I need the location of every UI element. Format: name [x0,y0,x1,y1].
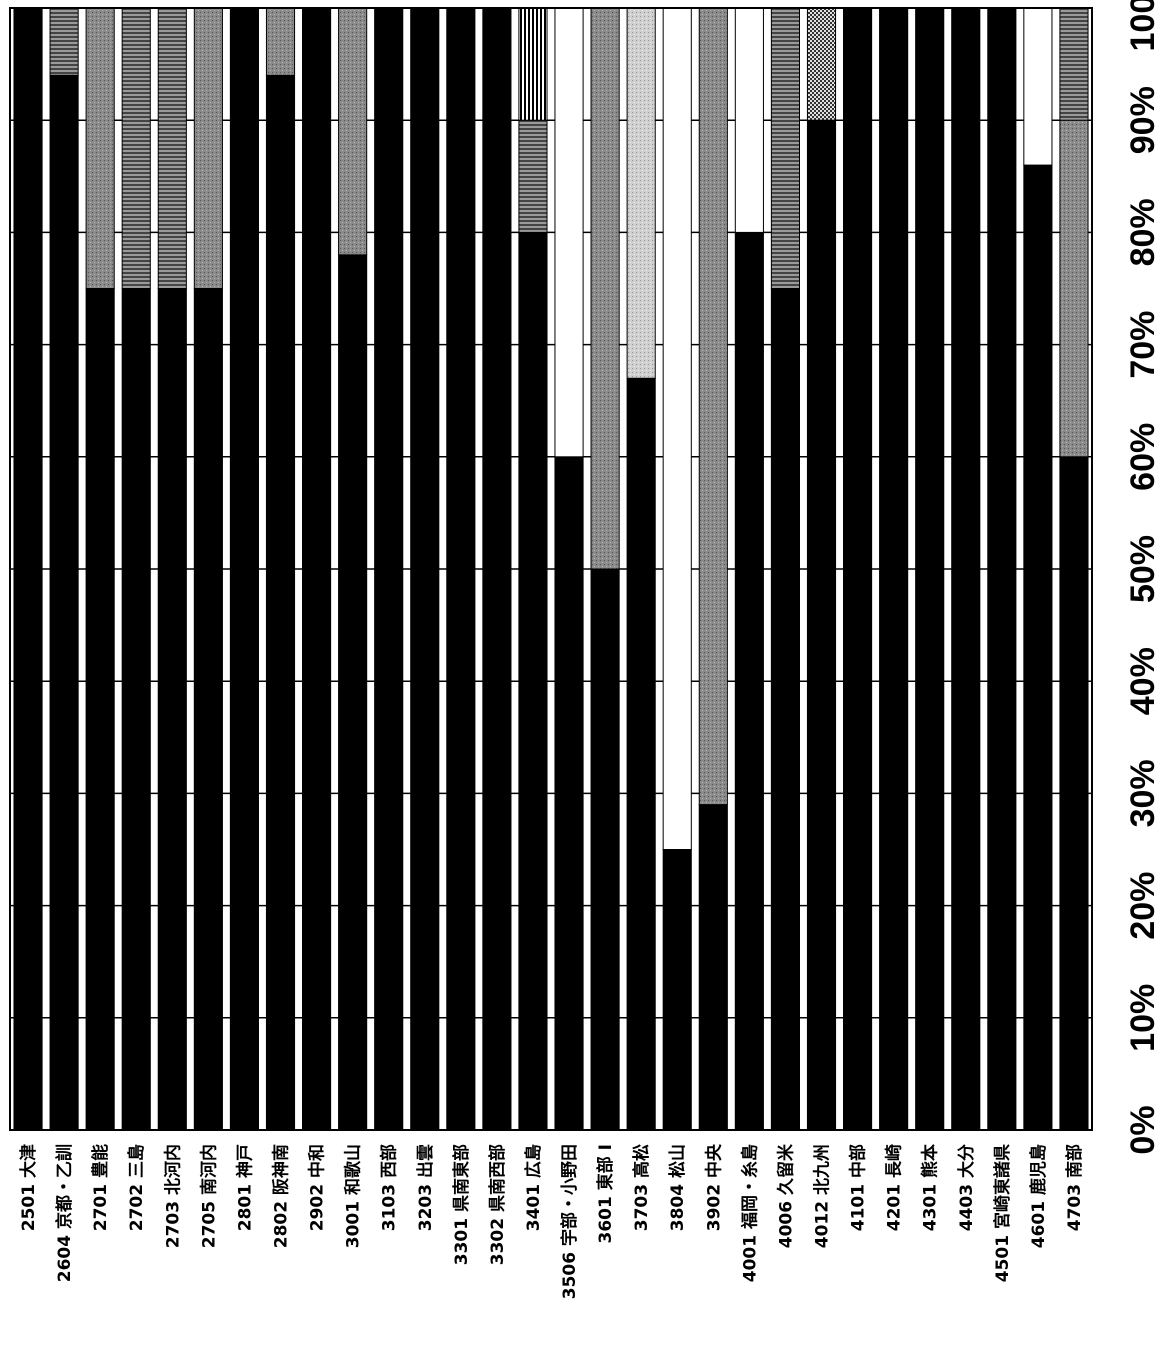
bar-segment [915,7,945,1131]
bar-segment [121,288,151,1131]
bar-segment [662,849,692,1131]
bar-segment [446,7,476,1131]
bar-segment [951,7,981,1131]
bar-segment [1023,164,1053,1131]
bar-segment [806,119,837,1131]
tick-label: 60% [1124,423,1162,491]
tick-label: 50% [1124,535,1162,603]
category-label: 2703 北河内 [162,1144,183,1248]
bar-segment [482,7,512,1131]
tick-label: 10% [1124,984,1162,1052]
bar-segment [13,7,43,1131]
tick-label: 70% [1124,311,1162,379]
category-label: 2705 南河内 [198,1144,219,1248]
bars [13,7,1089,1131]
bar-segment [518,231,548,1131]
bar-segment [410,7,440,1131]
category-label: 4403 大分 [956,1144,977,1231]
bar-segment [85,288,115,1131]
category-label: 4001 福岡・糸島 [739,1144,760,1282]
category-label: 3103 西部 [379,1144,400,1231]
tick-label: 20% [1124,872,1162,940]
tick-label: 30% [1124,759,1162,827]
tick-label: 40% [1124,647,1162,715]
category-label: 2701 豊能 [90,1144,111,1231]
category-label: 4101 中部 [848,1144,869,1231]
category-label: 3301 県南東部 [451,1144,472,1265]
bar-segment [590,568,620,1131]
category-label: 4703 南部 [1064,1144,1085,1231]
bar-segment [374,7,404,1131]
bar-segment [554,456,584,1131]
category-label: 2801 神戸 [234,1144,255,1231]
bar-segment [121,7,151,289]
category-label: 2702 三島 [126,1144,147,1231]
tick-label: 0% [1124,1105,1162,1154]
value-axis-tick-labels: 0% 10% 20% 30% 40% 50% 60% 70% 80% 90% 100% [1124,0,1162,1155]
bar-segment [770,288,800,1131]
bar-segment [1059,119,1089,458]
category-label: 4501 宮崎東諸県 [992,1144,1013,1282]
category-label: 3302 県南西部 [487,1144,508,1265]
bar-segment [157,7,187,289]
category-label: 3203 出雲 [415,1144,436,1231]
bar-segment [265,74,296,1131]
category-label: 4201 長崎 [884,1144,905,1231]
bar-segment [1059,7,1089,121]
bar-segment [879,7,909,1131]
category-label: 2902 中和 [307,1144,328,1231]
bar-segment [338,254,368,1131]
bar-segment [806,7,837,121]
category-label: 3703 高松 [631,1144,652,1231]
bar-segment [626,377,656,1131]
category-label: 3804 松山 [667,1144,688,1231]
bar-segment [626,7,656,379]
category-label: 4601 鹿児島 [1028,1144,1049,1248]
bar-segment [338,7,368,256]
bar-segment [734,7,764,233]
category-label: 3601 東部 I [595,1144,616,1243]
category-label: 3001 和歌山 [343,1144,364,1248]
category-label: 2501 大津 [18,1144,39,1231]
category-label: 3506 宇部・小野田 [559,1144,580,1299]
category-label: 3902 中央 [703,1143,724,1231]
bar-segment [1023,7,1053,166]
category-label: 2802 阪神南 [271,1144,292,1248]
bar-segment [302,7,332,1131]
bar-segment [85,7,115,289]
plot-area-frame [9,7,1093,1131]
category-label: 2604 京都・乙訓 [54,1144,75,1282]
bar-segment [698,7,728,806]
bar-segment [157,288,187,1131]
bar-segment [987,7,1017,1131]
bar-segment [265,7,296,76]
bar-segment [49,74,79,1131]
category-label: 4006 久留米 [775,1143,796,1248]
bar-segment [193,288,223,1131]
bar-segment [554,7,584,458]
bar-segment [229,7,259,1131]
bar-segment [49,7,79,76]
category-label: 3401 広島 [523,1144,544,1231]
bar-segment [843,7,873,1131]
category-labels: 2501 大津 2604 京都・乙訓 2701 豊能 2702 三島 2703 北河内 2… [18,1143,1085,1299]
bar-segment [518,7,548,121]
bar-segment [1059,456,1089,1131]
tick-label: 80% [1124,198,1162,266]
category-label: 4012 北九州 [813,1144,833,1248]
tick-label: 90% [1124,86,1162,154]
bar-segment [734,231,764,1131]
bar-segment [518,119,548,233]
tick-label: 100% [1124,0,1162,51]
bar-segment [698,804,728,1131]
bar-segment [193,7,223,289]
bar-segment [590,7,620,570]
bar-segment [662,7,692,850]
category-label: 4301 熊本 [920,1144,941,1231]
bar-segment [770,7,800,289]
